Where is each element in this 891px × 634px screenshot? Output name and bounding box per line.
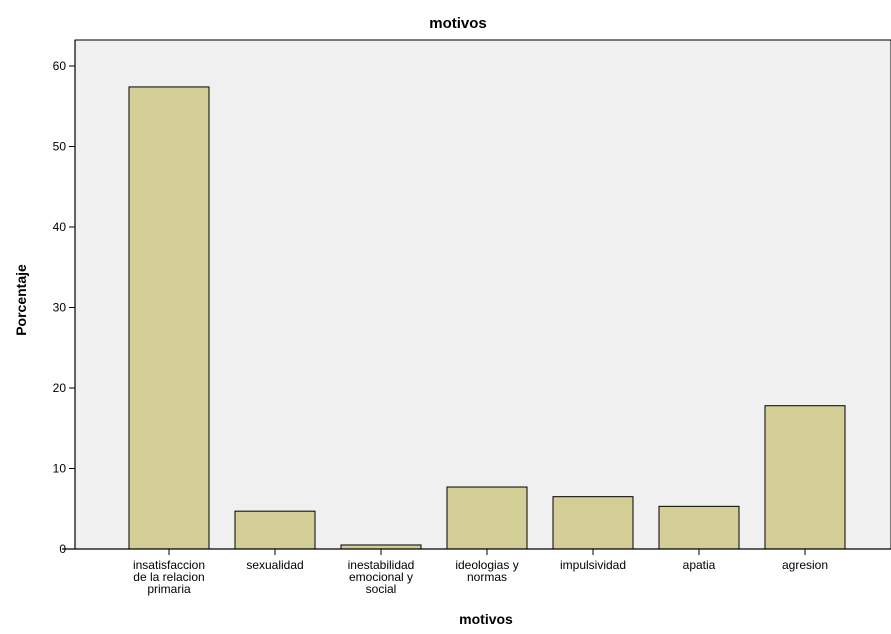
bar-3: [446, 486, 528, 550]
bar-1: [234, 510, 316, 550]
x-axis: insatisfaccion de la relacion primaria sexu…: [62, 40, 891, 596]
y-tick-label: 30: [53, 301, 67, 315]
bar-0: [128, 86, 210, 550]
x-tick-label: agresion: [782, 558, 828, 572]
x-tick-label: impulsividad: [560, 558, 626, 572]
bar-5: [658, 505, 740, 550]
x-axis-title: motivos: [459, 611, 513, 627]
bars: [128, 86, 846, 550]
x-tick-label: inestabilidad emocional y social: [348, 558, 415, 596]
y-axis-title: Porcentaje: [13, 264, 29, 336]
x-tick-label: sexualidad: [246, 558, 303, 572]
chart-title: motivos: [429, 15, 487, 32]
y-tick-label: 60: [53, 59, 67, 73]
bar-4: [552, 496, 634, 550]
y-tick-label: 20: [53, 381, 67, 395]
y-tick-label: 10: [53, 462, 67, 476]
y-tick-label: 40: [53, 220, 67, 234]
plot-background: [74, 39, 891, 550]
bar-6: [764, 405, 846, 550]
x-tick-label: apatia: [683, 558, 716, 572]
bar-2: [340, 544, 422, 550]
y-tick-label: 50: [53, 140, 67, 154]
x-tick-label: ideologias y normas: [455, 558, 518, 584]
x-tick-label: insatisfaccion de la relacion primaria: [133, 558, 205, 596]
